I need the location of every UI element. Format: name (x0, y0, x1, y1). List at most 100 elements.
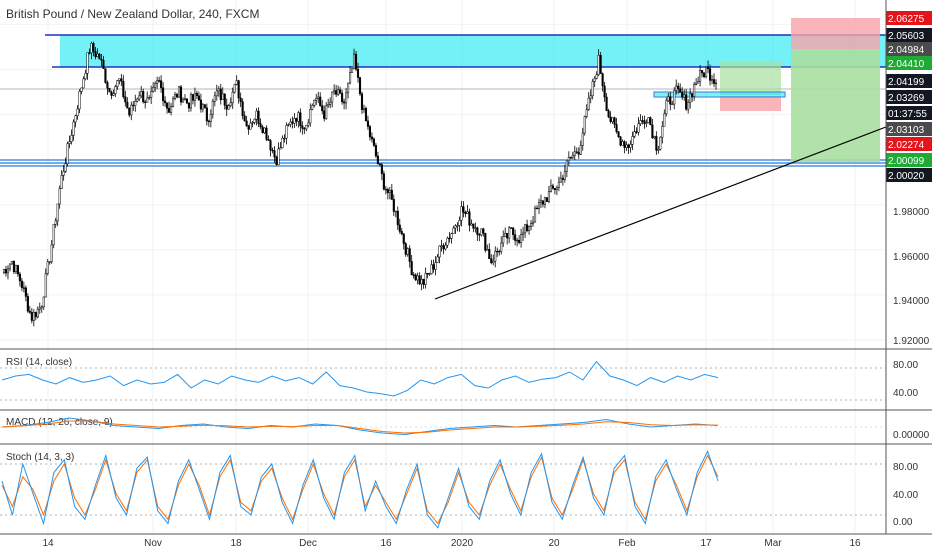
candle-body (337, 89, 340, 95)
candle-body (350, 68, 354, 73)
candle-body (293, 118, 296, 124)
candle-body (199, 99, 202, 110)
candle-body (38, 307, 41, 310)
y-tick-label: 1.96000 (893, 252, 930, 263)
candle-body (18, 273, 21, 282)
candle-body (148, 97, 151, 99)
candle-body (76, 108, 79, 116)
price-label-bg (886, 74, 932, 88)
candles (2, 41, 718, 327)
candle-body (32, 312, 35, 321)
candle-body (533, 207, 537, 223)
stoch-k-line (1, 450, 719, 529)
candle-body (352, 53, 356, 70)
candle-body (48, 261, 51, 263)
take-profit-box (791, 49, 880, 162)
candle-body (669, 96, 672, 105)
candle-body (177, 86, 181, 98)
candle-body (275, 156, 278, 165)
candle-body (60, 175, 63, 189)
candle-body (2, 268, 6, 273)
candle-body (701, 70, 704, 74)
candle-body (712, 79, 716, 84)
candle-body (619, 136, 622, 146)
candle-body (259, 123, 262, 128)
candle-body (518, 239, 521, 243)
candle-body (623, 141, 626, 148)
candle-body (279, 147, 282, 150)
candle-body (58, 188, 61, 205)
candle-body (452, 227, 455, 234)
candle-body (573, 151, 576, 156)
candle-body (118, 78, 121, 81)
candle-body (541, 200, 545, 205)
candle-body (364, 108, 368, 122)
indicator-name: RSI (14, close) (6, 357, 72, 368)
x-tick-label: 20 (548, 538, 560, 549)
candle-body (231, 91, 234, 104)
candle-body (583, 116, 586, 134)
candle-body (313, 100, 316, 106)
candle-body (516, 239, 519, 242)
candle-body (4, 268, 8, 274)
candle-body (500, 242, 503, 252)
candle-body (46, 261, 49, 274)
candle-body (36, 308, 39, 318)
candle-body (354, 53, 358, 70)
price-label: 2.06275 (888, 14, 925, 25)
candle-body (221, 93, 224, 101)
candle-body (386, 189, 389, 193)
candle-body (390, 189, 393, 200)
candle-body (671, 103, 674, 106)
candle-body (641, 120, 644, 122)
indicator-name: Stoch (14, 3, 3) (6, 452, 74, 463)
candle-body (287, 124, 290, 126)
candle-body (372, 138, 375, 146)
candle-body (128, 107, 131, 116)
price-label-bg (886, 56, 932, 70)
price-label: 2.00099 (888, 156, 925, 167)
x-tick-label: 17 (700, 538, 712, 549)
candle-body (273, 150, 276, 158)
candle-body (305, 124, 308, 130)
price-label: 2.00020 (888, 171, 925, 182)
candle-body (406, 248, 409, 255)
candle-body (331, 91, 334, 103)
candle-body (545, 197, 549, 202)
candle-body (432, 264, 435, 270)
candle-body (587, 97, 590, 110)
candle-body (175, 94, 179, 98)
candle-body (152, 86, 155, 92)
candle-body (388, 189, 391, 193)
candle-body (251, 122, 254, 124)
candle-body (189, 94, 192, 109)
candle-body (245, 120, 248, 127)
entry-zone (653, 91, 786, 98)
candle-body (416, 275, 419, 281)
candle-body (446, 237, 449, 246)
candle-body (171, 98, 175, 107)
x-tick-label: 18 (230, 538, 242, 549)
candle-body (341, 92, 344, 103)
candle-body (52, 223, 55, 246)
candle-body (311, 105, 314, 110)
candle-body (472, 223, 475, 229)
candle-body (241, 101, 244, 117)
candle-body (510, 227, 513, 229)
candle-body (450, 233, 453, 239)
candle-body (637, 123, 640, 133)
price-label-bg (886, 137, 932, 151)
candle-body (265, 127, 268, 140)
candle-body (490, 258, 493, 264)
candle-body (428, 273, 431, 275)
candle-body (456, 225, 459, 227)
candle-body (394, 210, 397, 213)
candle-body (426, 272, 429, 275)
candle-body (639, 120, 642, 125)
candle-body (108, 87, 111, 93)
candle-body (577, 152, 580, 155)
candle-body (382, 173, 385, 190)
candle-body (549, 185, 552, 192)
mini-tp-box (720, 62, 781, 95)
